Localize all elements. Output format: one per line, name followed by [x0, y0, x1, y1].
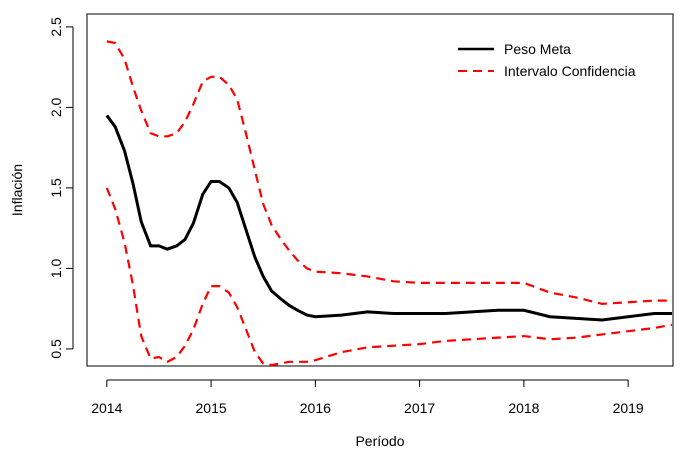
- x-tick-label: 2018: [508, 400, 539, 416]
- y-tick-label: 1.5: [48, 178, 64, 198]
- x-tick-label: 2015: [196, 400, 227, 416]
- x-tick-label: 2016: [300, 400, 331, 416]
- x-tick-label: 2014: [91, 400, 122, 416]
- x-axis-label: Período: [355, 433, 404, 449]
- series-line: [105, 187, 673, 367]
- legend-label: Peso Meta: [504, 41, 571, 57]
- y-tick-label: 0.5: [48, 339, 64, 359]
- x-tick-label: 2017: [404, 400, 435, 416]
- series-line: [105, 114, 672, 322]
- y-axis-label: Inflación: [9, 164, 25, 216]
- y-tick-label: 2.5: [48, 17, 64, 37]
- series-line: [106, 40, 672, 305]
- plot-frame: [86, 13, 674, 367]
- x-tick-label: 2019: [613, 400, 644, 416]
- y-tick-label: 2.0: [48, 97, 64, 117]
- legend-label: Intervalo Confidencia: [504, 63, 636, 79]
- y-tick-label: 1.0: [48, 258, 64, 278]
